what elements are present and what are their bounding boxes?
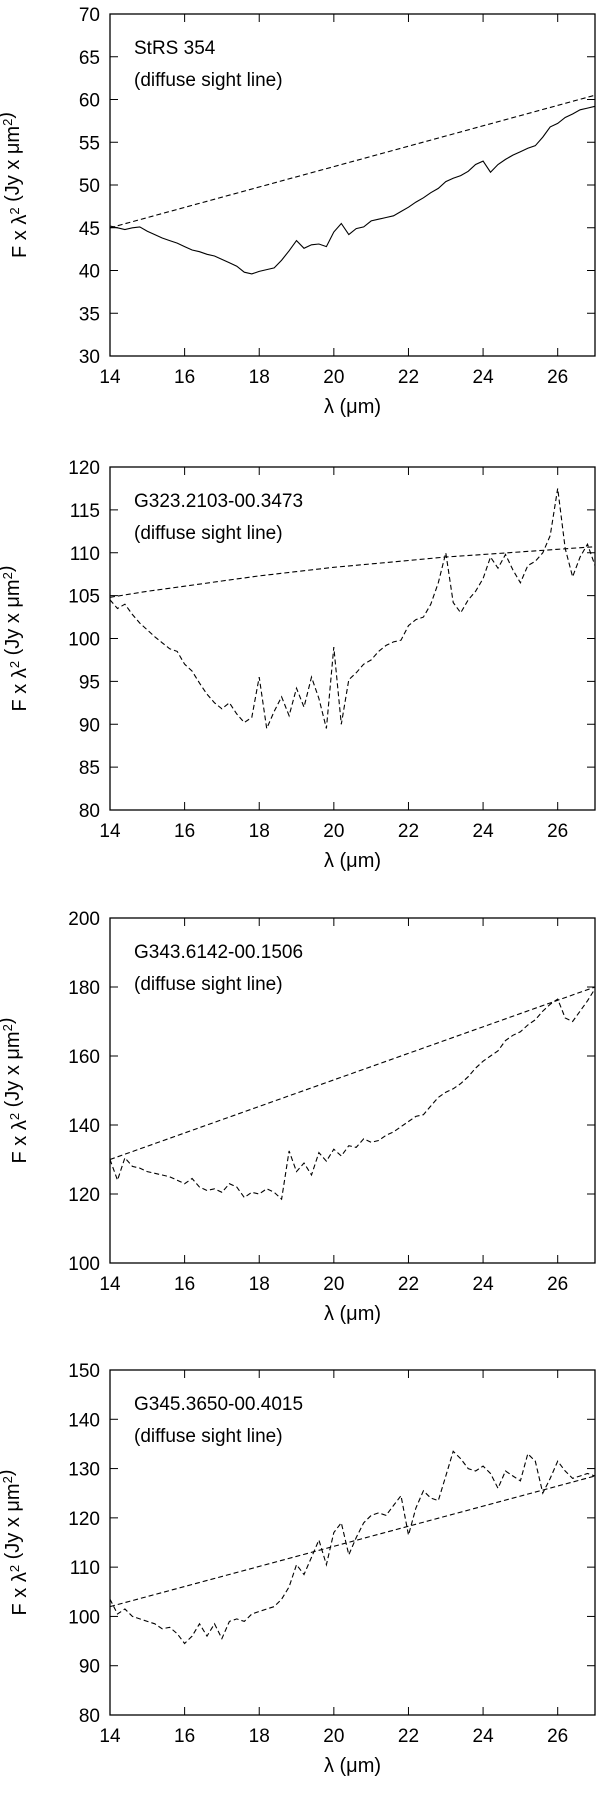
x-tick-label: 14 [99, 1274, 121, 1295]
x-tick-label: 22 [398, 1726, 419, 1747]
chart-panel-2: 14 16 18 20 22 24 26 80 85 90 95 100 105 110 115 120 λ (… [0, 458, 596, 872]
baseline-fit-line [109, 986, 596, 1161]
x-tick-label: 26 [547, 1726, 568, 1747]
x-tick-label: 20 [323, 1274, 344, 1295]
y-tick-label: 180 [68, 978, 100, 999]
y-tick-label: 95 [79, 672, 100, 693]
baseline-fit-line [109, 1475, 596, 1608]
spectrum-line [109, 988, 596, 1201]
y-tick-label: 70 [79, 5, 100, 26]
x-tick-label: 20 [323, 367, 344, 388]
y-tick-label: 120 [68, 1509, 100, 1530]
x-tick-label: 14 [99, 1726, 121, 1747]
y-tick-label: 55 [79, 133, 100, 154]
chart-panel-1: 14 16 18 20 22 24 26 30 35 40 45 50 55 60 65 70 λ (μm) F … [0, 5, 596, 418]
x-tick-label: 18 [249, 1274, 270, 1295]
baseline-fit-line [109, 546, 596, 598]
sightline-note: (diffuse sight line) [134, 1426, 283, 1447]
y-tick-label: 100 [68, 1254, 100, 1275]
x-tick-label: 24 [473, 821, 495, 842]
y-tick-label: 160 [68, 1047, 100, 1068]
y-tick-label: 40 [79, 262, 100, 283]
y-tick-label: 110 [70, 544, 100, 565]
y-axis-label: F x λ2 (Jy x μm2) [0, 1470, 31, 1616]
source-name-label: G345.3650-00.4015 [134, 1394, 303, 1415]
x-tick-label: 18 [249, 367, 270, 388]
plot-frame [109, 13, 596, 357]
y-tick-label: 200 [68, 909, 100, 930]
x-axis-label: λ (μm) [324, 1755, 381, 1777]
x-tick-label: 20 [323, 821, 344, 842]
plot-frame [109, 466, 596, 811]
chart-panel-3: 14 16 18 20 22 24 26 100 120 140 160 180 200 λ (μm) F … [0, 909, 596, 1325]
y-tick-label: 120 [68, 458, 100, 479]
x-tick-label: 22 [398, 367, 419, 388]
y-tick-label: 130 [68, 1460, 100, 1481]
sightline-note: (diffuse sight line) [134, 523, 283, 544]
y-tick-label: 60 [79, 91, 100, 112]
chart-panel-4: 14 16 18 20 22 24 26 80 90 100 110 120 130 140 150 λ (μ… [0, 1361, 596, 1777]
y-tick-label: 80 [79, 1706, 100, 1727]
y-tick-label: 45 [79, 219, 100, 240]
y-tick-label: 110 [70, 1558, 100, 1579]
y-tick-label: 90 [79, 715, 100, 736]
x-tick-label: 26 [547, 1274, 568, 1295]
plot-frame [109, 917, 596, 1264]
y-tick-label: 140 [68, 1410, 100, 1431]
y-tick-label: 105 [68, 587, 100, 608]
x-tick-label: 20 [323, 1726, 344, 1747]
y-tick-label: 120 [68, 1185, 100, 1206]
sightline-note: (diffuse sight line) [134, 70, 283, 91]
y-axis-label: F x λ2 (Jy x μm2) [0, 1018, 31, 1164]
x-tick-label: 14 [99, 821, 121, 842]
source-name-label: G343.6142-00.1506 [134, 942, 303, 963]
y-tick-label: 80 [79, 801, 100, 822]
source-name-label: StRS 354 [134, 38, 216, 59]
x-axis-label: λ (μm) [324, 1303, 381, 1325]
y-tick-label: 115 [70, 501, 100, 522]
y-tick-label: 90 [79, 1657, 100, 1678]
x-tick-label: 16 [174, 367, 195, 388]
baseline-fit-line [109, 94, 596, 229]
plot-frame [109, 1369, 596, 1716]
y-tick-label: 50 [79, 176, 100, 197]
y-tick-label: 150 [68, 1361, 100, 1382]
source-name-label: G323.2103-00.3473 [134, 491, 303, 512]
x-tick-label: 24 [473, 1274, 495, 1295]
y-tick-label: 85 [79, 758, 100, 779]
x-tick-label: 26 [547, 821, 568, 842]
x-axis-label: λ (μm) [324, 396, 381, 418]
y-tick-label: 35 [79, 304, 100, 325]
spectrum-line [109, 105, 596, 275]
x-axis-label: λ (μm) [324, 850, 381, 872]
x-tick-label: 14 [99, 367, 121, 388]
y-axis-label: F x λ2 (Jy x μm2) [0, 112, 31, 258]
x-tick-label: 24 [473, 1726, 495, 1747]
sightline-note: (diffuse sight line) [134, 974, 283, 995]
x-tick-label: 24 [473, 367, 495, 388]
y-axis-label: F x λ2 (Jy x μm2) [0, 566, 31, 712]
y-tick-label: 65 [79, 48, 100, 69]
spectrum-line [109, 488, 596, 731]
x-tick-label: 18 [249, 1726, 270, 1747]
x-tick-label: 26 [547, 367, 568, 388]
x-tick-label: 22 [398, 821, 419, 842]
y-tick-label: 30 [79, 347, 100, 368]
x-tick-label: 16 [174, 1274, 195, 1295]
x-tick-label: 18 [249, 821, 270, 842]
spectrum-line [109, 1450, 596, 1645]
y-tick-label: 100 [68, 1607, 100, 1628]
y-tick-label: 100 [68, 630, 100, 651]
x-tick-label: 16 [174, 821, 195, 842]
x-tick-label: 22 [398, 1274, 419, 1295]
y-tick-label: 140 [68, 1116, 100, 1137]
x-tick-label: 16 [174, 1726, 195, 1747]
